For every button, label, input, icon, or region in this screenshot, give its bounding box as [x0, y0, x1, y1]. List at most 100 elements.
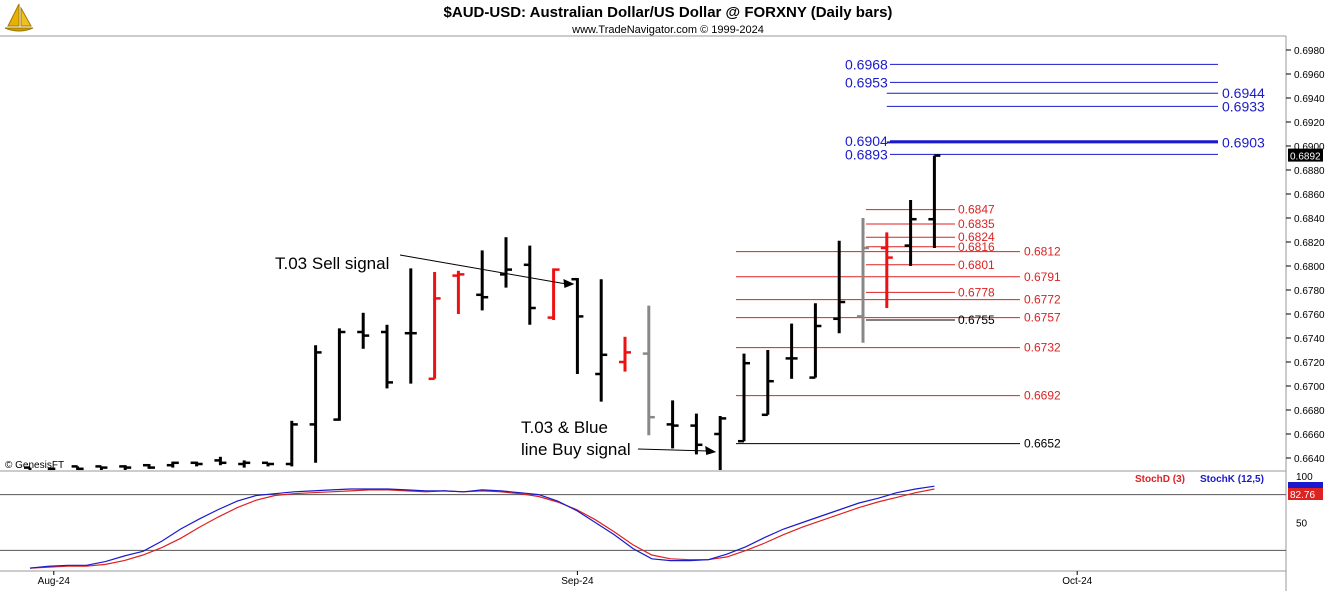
ohlc-bar: [666, 400, 679, 449]
ohlc-bar: [309, 345, 322, 463]
ohlc-bar: [857, 218, 869, 343]
buy-signal-arrow-line: [637, 448, 709, 452]
ohlc-bar: [619, 336, 631, 372]
stoch-d-value-box: [1288, 488, 1323, 500]
black-level-label: 0.6755: [958, 313, 995, 327]
ohlc-bar: [285, 420, 298, 467]
chart-title: $AUD-USD: Australian Dollar/US Dollar @ …: [444, 4, 893, 21]
red-level-label: 0.6732: [1024, 341, 1061, 355]
red-level-label: 0.6791: [1024, 270, 1061, 284]
ohlc-bar: [381, 324, 393, 389]
price-tick-label: 0.6860: [1294, 190, 1325, 201]
price-tick-label: 0.6780: [1294, 286, 1325, 297]
price-tick-label: 0.6680: [1294, 406, 1325, 417]
price-tick-label: 0.6960: [1294, 70, 1325, 81]
price-tick-label: 0.6740: [1294, 334, 1325, 345]
stoch-tick-label: 50: [1296, 519, 1308, 530]
ohlc-bar: [690, 413, 703, 455]
stoch-k-value-box: [1288, 482, 1323, 488]
ohlc-bar: [809, 303, 822, 379]
price-tick-label: 0.6880: [1294, 166, 1325, 177]
sell-signal-arrow-head: [563, 279, 575, 288]
ohlc-bar: [214, 456, 227, 466]
buy-signal-arrow-head: [705, 446, 717, 455]
ohlc-bar: [143, 463, 155, 469]
red-level-label: 0.6757: [1024, 311, 1061, 325]
ohlc-bar: [738, 353, 750, 443]
blue-level-label: 0.6953: [845, 74, 888, 90]
ohlc-bar: [714, 416, 727, 470]
ohlc-bar: [642, 305, 655, 436]
price-tick-label: 0.6800: [1294, 262, 1325, 273]
ohlc-bar: [428, 272, 441, 381]
last-price-box: [1288, 148, 1323, 162]
red-level-label: 0.6812: [1024, 245, 1061, 259]
stoch-k-legend: StochK (12,5): [1200, 474, 1264, 485]
ohlc-bar: [571, 277, 584, 374]
price-tick-label: 0.6640: [1294, 454, 1325, 465]
price-tick-label: 0.6840: [1294, 214, 1325, 225]
blue-level-label: 0.6933: [1222, 98, 1265, 114]
price-tick-label: 0.6920: [1294, 118, 1325, 129]
ohlc-bar: [833, 240, 846, 334]
watermark: © GenesisFT: [5, 460, 64, 471]
sell-signal-annotation: T.03 Sell signal: [275, 254, 389, 273]
price-bars: [24, 154, 941, 471]
ohlc-bar: [190, 461, 203, 467]
stoch-d-legend: StochD (3): [1135, 474, 1185, 485]
price-tick-label: 0.6660: [1294, 430, 1325, 441]
ohlc-bar: [523, 245, 536, 325]
time-tick-label: Oct-24: [1062, 576, 1092, 587]
ohlc-bar: [452, 270, 465, 314]
ohlc-bar: [404, 268, 417, 384]
ohlc-bar: [476, 250, 489, 311]
blue-level-label: 0.6968: [845, 56, 888, 72]
price-tick-label: 0.6900: [1294, 142, 1325, 153]
last-price-label: 0.6892: [1290, 152, 1321, 163]
black-level-label: 0.6652: [1024, 437, 1061, 451]
stoch-d-value-label: 82.76: [1290, 490, 1315, 501]
ohlc-bar: [262, 461, 274, 467]
price-tick-label: 0.6700: [1294, 382, 1325, 393]
red-level-label: 0.6824: [958, 230, 995, 244]
buy-signal-annotation: T.03 & Blue: [521, 418, 608, 437]
time-tick-label: Aug-24: [38, 576, 71, 587]
price-axis: 0.6640 0.6660 0.6680 0.6700 0.6720 0.6740 0.67…: [1286, 46, 1325, 465]
ohlc-bar: [47, 467, 56, 471]
ohlc-bar: [357, 312, 370, 349]
ohlc-bar: [71, 465, 84, 471]
ohlc-bar: [500, 237, 512, 288]
ohlc-bar: [880, 232, 893, 308]
stoch-k-line: [29, 485, 935, 569]
price-tick-label: 0.6720: [1294, 358, 1325, 369]
red-level-label: 0.6816: [958, 240, 995, 254]
sailboat-logo-icon: [4, 3, 34, 32]
blue-level-label: 0.6944: [1222, 85, 1265, 101]
red-level-label: 0.6778: [958, 285, 995, 299]
ohlc-bar: [904, 200, 917, 266]
ohlc-bar: [333, 328, 346, 421]
chart-subtitle: www.TradeNavigator.com © 1999-2024: [571, 24, 764, 36]
annotations: T.03 Sell signal T.03 & Blue line Buy sign…: [275, 254, 717, 459]
ohlc-bar: [785, 323, 798, 379]
ohlc-bar: [928, 154, 941, 248]
ohlc-bar: [761, 350, 774, 417]
stoch-d-line: [29, 488, 935, 569]
price-tick-label: 0.6980: [1294, 46, 1325, 57]
ohlc-bar: [24, 466, 32, 470]
buy-signal-annotation: line Buy signal: [521, 440, 631, 459]
time-axis: Aug-24 Sep-24 Oct-24: [38, 571, 1093, 587]
stoch-tick-label: 100: [1296, 472, 1313, 483]
blue-level-label: 0.6893: [845, 146, 888, 162]
price-tick-label: 0.6760: [1294, 310, 1325, 321]
red-level-label: 0.6692: [1024, 389, 1061, 403]
ohlc-bar: [119, 465, 132, 470]
ohlc-bar: [238, 460, 251, 468]
ohlc-bar: [95, 465, 108, 470]
red-level-label: 0.6772: [1024, 293, 1061, 307]
red-level-label: 0.6835: [958, 217, 995, 231]
time-tick-label: Sep-24: [561, 576, 594, 587]
